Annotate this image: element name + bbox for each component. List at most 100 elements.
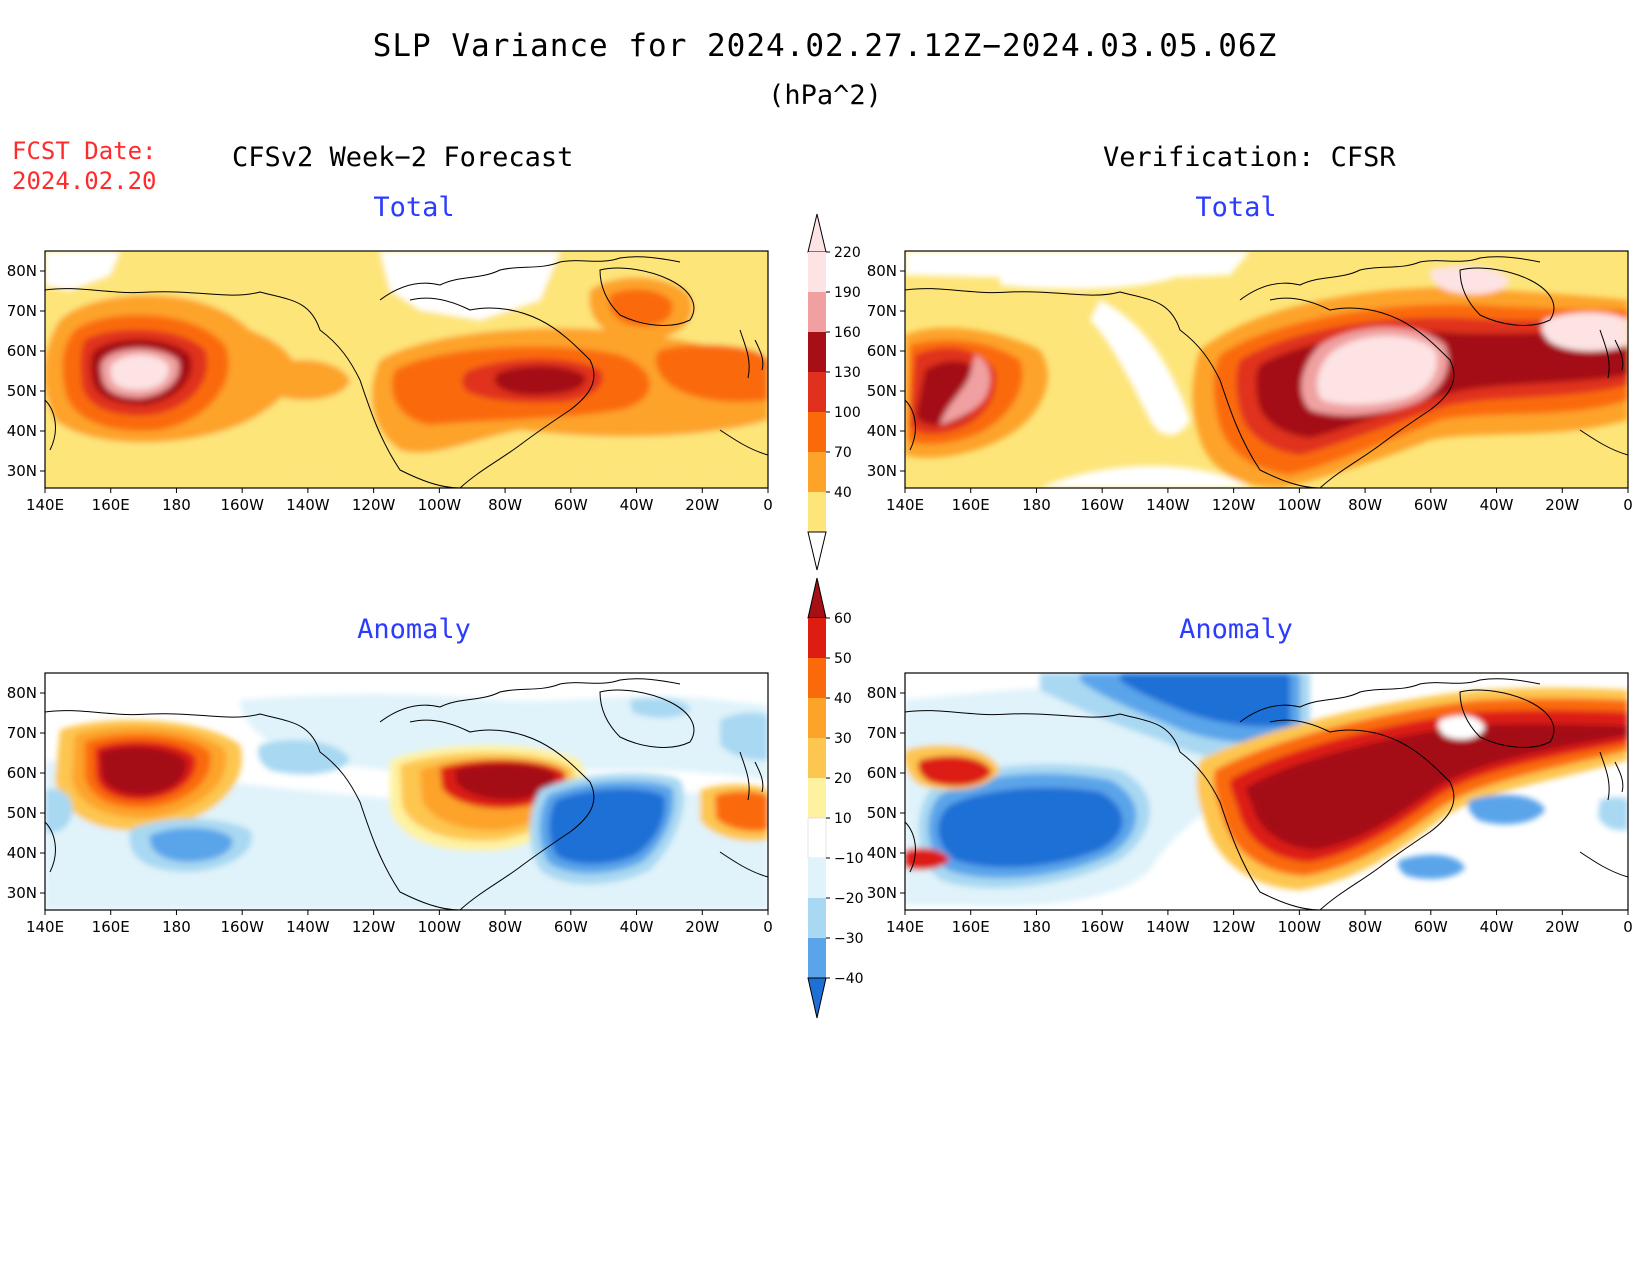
lat-tick-label: 50N (7, 382, 37, 400)
lon-tick-label: 160E (952, 918, 990, 936)
map-frame (44, 672, 769, 911)
lon-tick-label: 160W (220, 496, 264, 514)
map-axes: 140E 160E 180 160W 140W 120W 100W 80W 60W 40W 20W 0… (7, 262, 1633, 936)
colorbar-swatch (808, 332, 826, 372)
lon-tick-label: 0 (1623, 496, 1633, 514)
lon-tick-label: 60W (554, 918, 588, 936)
colorbar-label: 190 (834, 285, 861, 301)
map-forecast-anomaly (44, 672, 769, 911)
colorbar-label: 50 (834, 651, 852, 667)
lon-tick-label: 160W (1080, 918, 1124, 936)
lat-tick-label: 80N (7, 262, 37, 280)
lat-tick-label: 30N (867, 462, 897, 480)
colorbar-bottom-arrow (807, 531, 827, 571)
colorbar-swatch (808, 858, 826, 898)
colorbar-swatch (808, 452, 826, 492)
lon-tick-label: 100W (1278, 496, 1322, 514)
lat-tick-label: 80N (867, 684, 897, 702)
lon-tick-label: 80W (1348, 918, 1382, 936)
lat-tick-label: 50N (867, 804, 897, 822)
lat-tick-label: 70N (867, 302, 897, 320)
lon-tick-label: 160E (952, 496, 990, 514)
lat-tick-label: 40N (867, 422, 897, 440)
lon-tick-label: 140W (286, 918, 330, 936)
lon-tick-label: 160E (92, 496, 130, 514)
colorbar-swatch (807, 817, 827, 859)
lat-tick-label: 40N (867, 844, 897, 862)
lon-tick-label: 180 (162, 496, 191, 514)
lon-tick-label: 80W (1348, 496, 1382, 514)
lat-tick-label: 40N (7, 422, 37, 440)
lat-tick-label: 50N (867, 382, 897, 400)
colorbar-label: 160 (834, 325, 861, 341)
lon-tick-label: 120W (352, 496, 396, 514)
colorbar-top-arrow (807, 577, 827, 619)
colorbar-swatch (808, 698, 826, 738)
lon-tick-label: 160W (1080, 496, 1124, 514)
lon-tick-label: 40W (1480, 496, 1514, 514)
map-forecast-total (44, 250, 769, 489)
lon-tick-label: 40W (620, 496, 654, 514)
lon-tick-label: 20W (685, 496, 719, 514)
lat-tick-label: 60N (7, 764, 37, 782)
colorbar-label: 20 (834, 771, 852, 787)
colorbar-label: 10 (834, 811, 852, 827)
lon-tick-label: 180 (1022, 496, 1051, 514)
colorbar-label: −10 (834, 851, 864, 867)
lat-tick-label: 30N (867, 884, 897, 902)
colorbar-label: −30 (834, 931, 864, 947)
colorbar-swatch (808, 778, 826, 818)
colorbar-swatch (808, 618, 826, 658)
forecast-header: CFSv2 Week−2 Forecast (232, 142, 574, 173)
colorbar-label: 40 (834, 691, 852, 707)
colorbar-swatch (808, 938, 826, 978)
lon-tick-label: 20W (1545, 496, 1579, 514)
lat-tick-label: 70N (867, 724, 897, 742)
colorbar-label: 130 (834, 365, 861, 381)
lon-tick-label: 100W (1278, 918, 1322, 936)
lat-tick-label: 70N (7, 724, 37, 742)
forecast-date-line1: FCST Date: (12, 137, 157, 165)
lon-tick-label: 140W (1146, 496, 1190, 514)
panel-title-verification-anomaly: Anomaly (1179, 614, 1293, 645)
map-verification-total (904, 250, 1629, 489)
lat-tick-label: 50N (7, 804, 37, 822)
colorbar-swatch (808, 738, 826, 778)
lon-tick-label: 100W (418, 496, 462, 514)
lon-tick-label: 180 (1022, 918, 1051, 936)
lon-tick-label: 140E (26, 918, 64, 936)
forecast-date-line2: 2024.02.20 (12, 167, 157, 195)
colorbar-label: 70 (834, 445, 852, 461)
forecast-date-label: FCST Date: 2024.02.20 (12, 136, 157, 196)
lat-tick-label: 40N (7, 844, 37, 862)
anomaly-colorbar: 60 50 40 30 20 10 −10 −20 −30 −40 (807, 577, 864, 1019)
verification-header: Verification: CFSR (1103, 142, 1396, 173)
colorbar-swatch (808, 372, 826, 412)
map-verification-anomaly (904, 672, 1629, 911)
lon-tick-label: 140E (26, 496, 64, 514)
lon-tick-label: 120W (1212, 918, 1256, 936)
lat-tick-label: 60N (7, 342, 37, 360)
panel-title-forecast-total: Total (373, 192, 455, 223)
colorbar-label: 30 (834, 731, 852, 747)
colorbar-label: 220 (834, 245, 861, 261)
lon-tick-label: 0 (763, 918, 773, 936)
total-colorbar: 220 190 160 130 100 70 40 (807, 213, 861, 571)
map-frame (44, 250, 769, 489)
lon-tick-label: 160W (220, 918, 264, 936)
colorbar-swatch (808, 898, 826, 938)
lon-tick-label: 160E (92, 918, 130, 936)
lat-tick-label: 30N (7, 462, 37, 480)
lon-tick-label: 120W (1212, 496, 1256, 514)
lon-tick-label: 20W (1545, 918, 1579, 936)
lat-tick-label: 80N (7, 684, 37, 702)
lat-tick-label: 70N (7, 302, 37, 320)
lon-tick-label: 140E (886, 918, 924, 936)
lon-tick-label: 60W (1414, 918, 1448, 936)
colorbar-label: 40 (834, 485, 852, 501)
lon-tick-label: 0 (763, 496, 773, 514)
lon-tick-label: 40W (620, 918, 654, 936)
lon-tick-label: 140W (1146, 918, 1190, 936)
colorbar-swatch (808, 252, 826, 292)
